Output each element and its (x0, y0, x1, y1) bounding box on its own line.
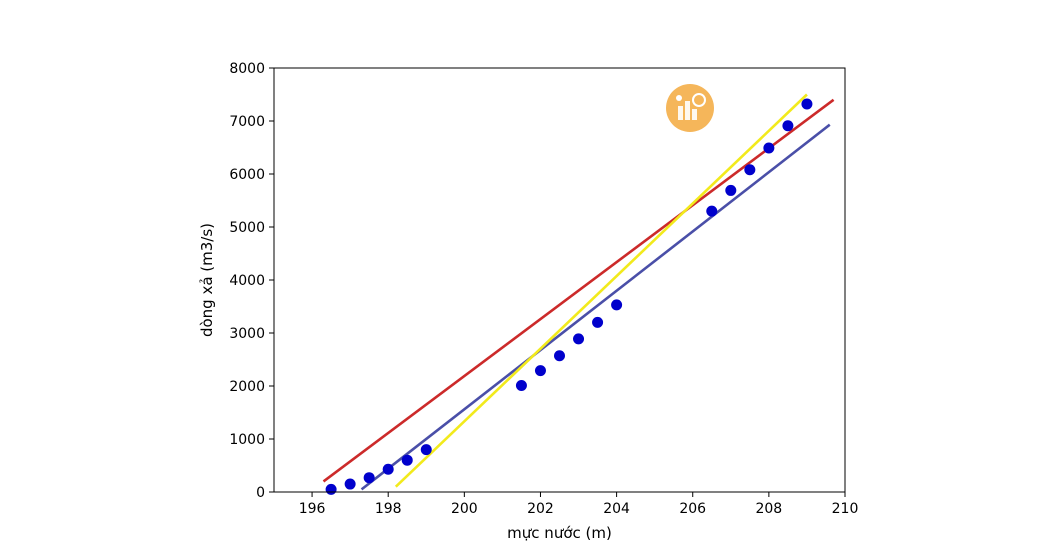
y-tick-label: 2000 (229, 379, 265, 395)
data-point (763, 142, 775, 154)
chart-logo-icon (666, 84, 714, 132)
data-point (534, 365, 546, 377)
data-point (706, 205, 718, 217)
data-point (782, 120, 794, 132)
x-tick-label: 206 (679, 501, 706, 517)
data-point (325, 483, 337, 495)
data-point (363, 472, 375, 484)
logo-bar (692, 109, 697, 120)
series-line-1 (322, 98, 835, 483)
logo-dot (676, 95, 682, 101)
y-axis-ticks: 0 1000 2000 3000 4000 5000 6000 7000 8000 (229, 61, 274, 501)
data-point (573, 333, 585, 345)
series-lines (322, 93, 835, 491)
data-point (592, 316, 604, 328)
data-point (801, 98, 813, 110)
data-point (420, 444, 432, 456)
y-tick-label: 3000 (229, 326, 265, 342)
x-tick-label: 210 (832, 501, 859, 517)
logo-bar (685, 101, 690, 120)
x-tick-label: 198 (375, 501, 402, 517)
y-axis-title: dòng xả (m3/s) (198, 223, 216, 337)
x-tick-label: 204 (603, 501, 630, 517)
data-point (744, 164, 756, 176)
data-point (515, 379, 527, 391)
plot-frame (273, 67, 846, 493)
y-tick-label: 5000 (229, 220, 265, 236)
data-point (401, 454, 413, 466)
series-line-2 (360, 123, 831, 491)
data-point (725, 184, 737, 196)
data-point (554, 350, 565, 362)
logo-gear (692, 93, 706, 107)
x-axis-title: mực nước (m) (507, 524, 612, 542)
series-line-3 (394, 93, 808, 488)
y-tick-label: 1000 (229, 432, 265, 448)
x-axis-ticks: 196 198 200 202 204 206 208 210 (299, 492, 859, 517)
x-tick-label: 202 (527, 501, 554, 517)
scatter-points (325, 98, 813, 495)
y-tick-label: 7000 (229, 114, 265, 130)
x-tick-label: 200 (451, 501, 478, 517)
x-tick-label: 196 (299, 501, 326, 517)
logo-bar (678, 106, 683, 120)
data-point (344, 478, 356, 490)
y-tick-label: 4000 (229, 273, 265, 289)
data-point (382, 463, 394, 475)
y-tick-label: 6000 (229, 167, 265, 183)
data-point (611, 299, 623, 311)
y-tick-label: 0 (256, 485, 265, 501)
x-tick-label: 208 (755, 501, 782, 517)
y-tick-label: 8000 (229, 61, 265, 77)
